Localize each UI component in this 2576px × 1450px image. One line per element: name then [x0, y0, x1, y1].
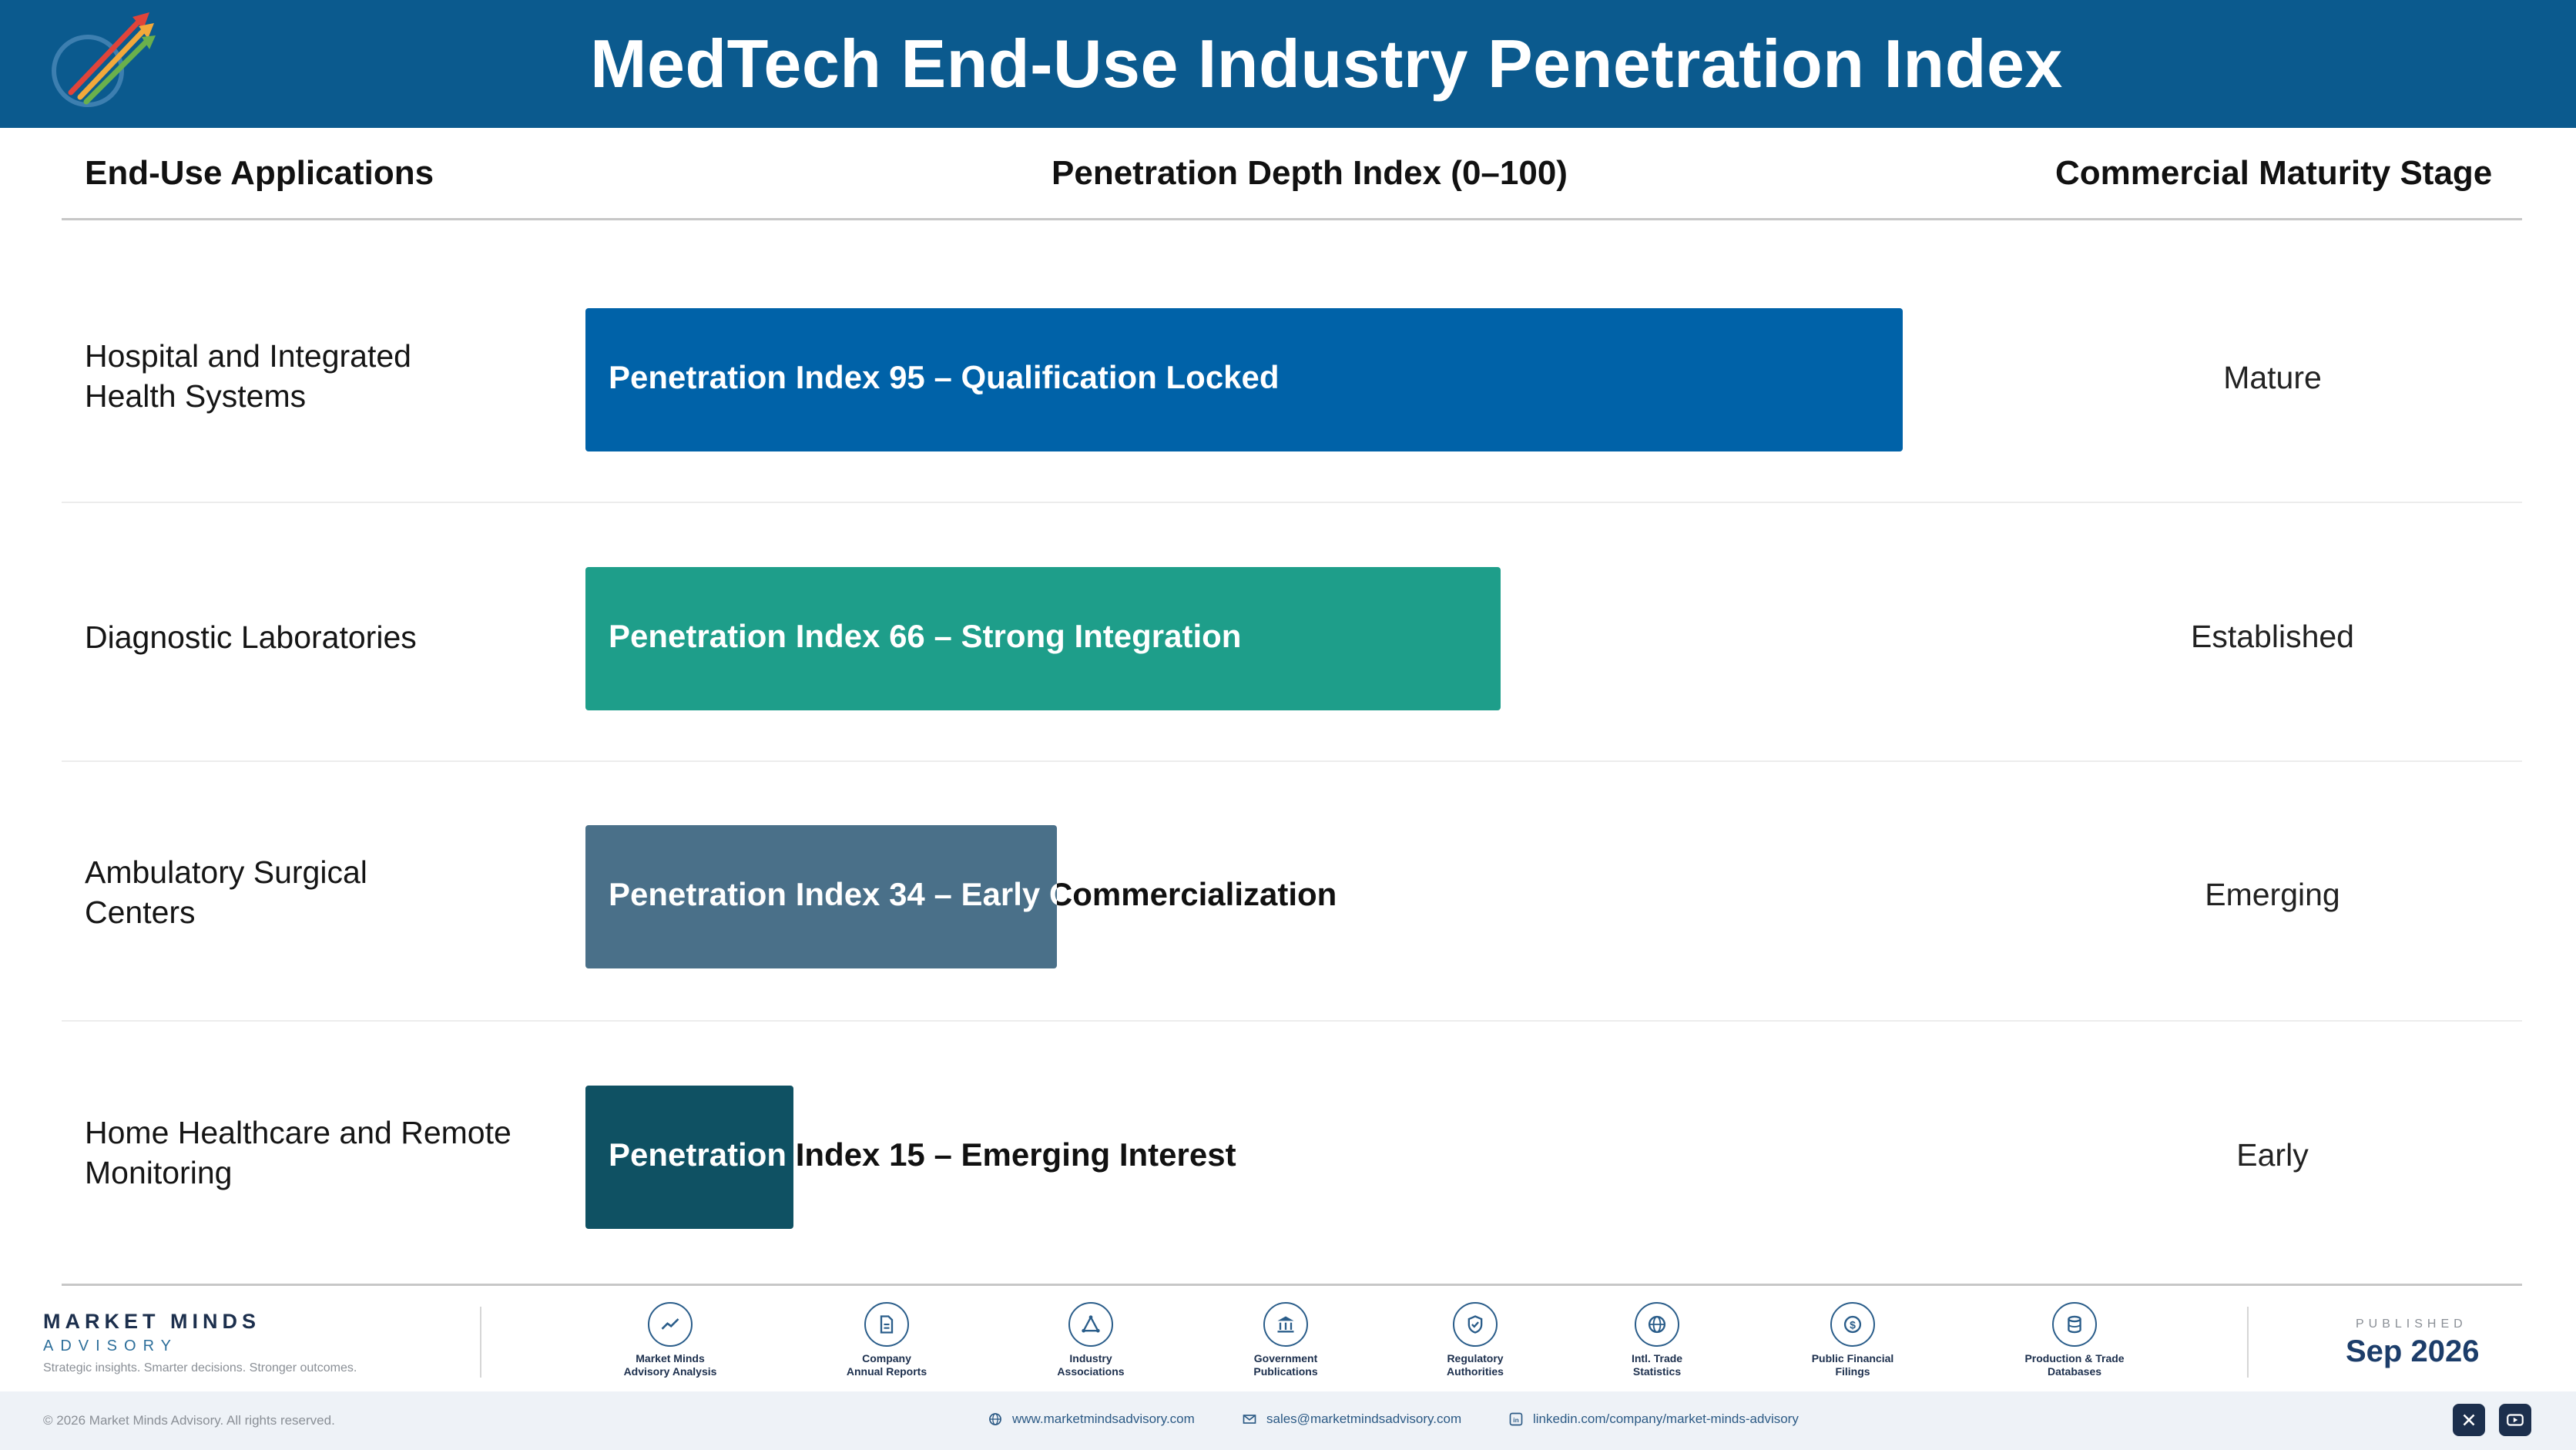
footer-divider [2247, 1307, 2249, 1378]
source-government: Government Publications [1213, 1302, 1359, 1378]
row-divider [62, 1020, 2522, 1022]
table-bottom-rule [62, 1284, 2522, 1286]
row-label-line: Centers [85, 895, 196, 930]
row-divider [62, 502, 2522, 503]
globe-icon [989, 1413, 1001, 1425]
maturity-stage: Mature [2223, 360, 2322, 395]
linkedin-text[interactable]: linkedin.com/company/market-minds-adviso… [1533, 1411, 1799, 1426]
source-label: Company [862, 1352, 911, 1364]
source-industry-associations: Industry Associations [1018, 1302, 1164, 1378]
source-label: Regulatory [1447, 1352, 1504, 1364]
source-label: Advisory Analysis [623, 1365, 717, 1378]
bar-label: Penetration Index 66 – Strong Integratio… [609, 618, 1242, 654]
chart-bar [585, 1086, 793, 1229]
source-label: Filings [1835, 1365, 1870, 1378]
source-label: Authorities [1447, 1365, 1504, 1378]
row-label-line: Home Healthcare and Remote [85, 1115, 512, 1150]
published-date: Sep 2026 [2346, 1334, 2480, 1368]
youtube-social-button[interactable] [2499, 1404, 2531, 1436]
row-label-ambulatory: Ambulatory Surgical Centers [85, 852, 578, 932]
source-regulatory: Regulatory Authorities [1402, 1302, 1548, 1378]
column-header-index: Penetration Depth Index (0–100) [1052, 154, 1568, 192]
website-link[interactable]: www.marketmindsadvisory.com [988, 1411, 1195, 1427]
row-label-line: Diagnostic Laboratories [85, 619, 417, 655]
source-market-minds: Market Minds Advisory Analysis [597, 1302, 743, 1378]
email-link[interactable]: sales@marketmindsadvisory.com [1242, 1411, 1461, 1427]
bar-label: Penetration Index 95 – Qualification Loc… [609, 359, 1280, 395]
x-social-button[interactable] [2453, 1404, 2485, 1436]
linkedin-icon: in [1509, 1412, 1523, 1426]
source-annual-reports: Company Annual Reports [813, 1302, 960, 1378]
row-label-hospital: Hospital and Integrated Health Systems [85, 336, 578, 416]
trend-line-icon [648, 1302, 693, 1347]
bar-label: Penetration Index 15 – Emerging Interest [609, 1136, 1236, 1173]
source-label: Annual Reports [846, 1365, 927, 1378]
brand-name: MARKET MINDS [43, 1310, 260, 1333]
header-banner: MedTech End-Use Industry Penetration Ind… [0, 0, 2576, 128]
company-logo-icon [52, 12, 156, 107]
mail-icon [1243, 1415, 1256, 1424]
maturity-stage: Early [2236, 1137, 2309, 1173]
row-label-diagnostic: Diagnostic Laboratories [85, 617, 578, 657]
source-label: Intl. Trade [1631, 1352, 1683, 1364]
footer-divider [480, 1307, 481, 1378]
row-label-line: Ambulatory Surgical [85, 854, 367, 890]
source-trade-statistics: Intl. Trade Statistics [1584, 1302, 1730, 1378]
chart-bar [585, 308, 1903, 451]
source-label: Industry [1069, 1352, 1112, 1364]
row-label-line: Health Systems [85, 378, 307, 414]
row-label-home-healthcare: Home Healthcare and Remote Monitoring [85, 1113, 578, 1193]
bar-label: Penetration Index 34 – Early Commerciali… [609, 876, 1337, 912]
x-logo-icon [2463, 1414, 2475, 1426]
source-label: Market Minds [636, 1352, 705, 1364]
globe-icon [1635, 1302, 1679, 1347]
chart-bar [585, 825, 1057, 968]
email-text[interactable]: sales@marketmindsadvisory.com [1266, 1411, 1462, 1426]
bank-icon [1263, 1302, 1308, 1347]
footer-contact-band [0, 1391, 2576, 1450]
svg-text:in: in [1513, 1416, 1518, 1424]
svg-text:$: $ [1850, 1318, 1856, 1331]
source-label: Government [1253, 1352, 1318, 1364]
source-label: Production & Trade [2024, 1352, 2125, 1364]
column-header-stage: Commercial Maturity Stage [2055, 154, 2493, 192]
website-text[interactable]: www.marketmindsadvisory.com [1012, 1411, 1195, 1426]
source-label: Statistics [1632, 1365, 1682, 1378]
source-trade-databases: Production & Trade Databases [2001, 1302, 2148, 1378]
source-financial-filings: $ Public Financial Filings [1779, 1302, 1926, 1378]
chart-bar [585, 567, 1501, 710]
source-label: Associations [1057, 1365, 1125, 1378]
maturity-stage: Emerging [2205, 877, 2340, 912]
youtube-icon [2507, 1414, 2524, 1426]
maturity-stage: Established [2191, 619, 2354, 654]
shield-check-icon [1453, 1302, 1498, 1347]
source-label: Public Financial [1811, 1352, 1894, 1364]
row-label-line: Monitoring [85, 1155, 233, 1190]
copyright-text: © 2026 Market Minds Advisory. All rights… [43, 1413, 335, 1428]
source-label: Publications [1253, 1365, 1318, 1378]
database-icon [2052, 1302, 2097, 1347]
linkedin-link[interactable]: in linkedin.com/company/market-minds-adv… [1508, 1411, 1799, 1427]
network-icon [1068, 1302, 1113, 1347]
column-header-applications: End-Use Applications [85, 154, 434, 192]
row-divider [62, 760, 2522, 762]
row-label-line: Hospital and Integrated [85, 338, 411, 374]
published-label: PUBLISHED [2356, 1317, 2467, 1331]
source-label: Databases [2047, 1365, 2102, 1378]
header-divider [62, 218, 2522, 220]
brand-subtitle: ADVISORY [43, 1338, 178, 1354]
document-icon [864, 1302, 909, 1347]
page-title: MedTech End-Use Industry Penetration Ind… [590, 25, 2063, 102]
brand-tagline: Strategic insights. Smarter decisions. S… [43, 1361, 357, 1374]
dollar-coin-icon: $ [1830, 1302, 1875, 1347]
